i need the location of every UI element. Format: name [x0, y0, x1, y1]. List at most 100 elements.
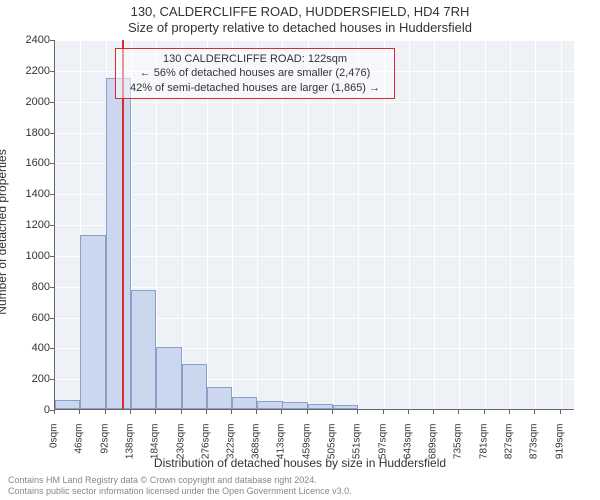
xtick-label: 0sqm: [49, 424, 60, 464]
xtick-mark: [54, 410, 55, 414]
ytick-mark: [50, 133, 54, 134]
xtick-label: 597sqm: [377, 424, 388, 464]
ytick-mark: [50, 163, 54, 164]
xtick-label: 138sqm: [124, 424, 135, 464]
xtick-mark: [231, 410, 232, 414]
ytick-label: 200: [10, 373, 50, 385]
xtick-label: 643sqm: [402, 424, 413, 464]
xtick-label: 368sqm: [251, 424, 262, 464]
xtick-mark: [206, 410, 207, 414]
ytick-mark: [50, 40, 54, 41]
ytick-mark: [50, 225, 54, 226]
xtick-mark: [560, 410, 561, 414]
xtick-mark: [357, 410, 358, 414]
xtick-mark: [181, 410, 182, 414]
ytick-label: 600: [10, 312, 50, 324]
xtick-label: 413sqm: [276, 424, 287, 464]
annotation-line3: 42% of semi-detached houses are larger (…: [122, 81, 388, 95]
grid-line-v: [535, 40, 536, 409]
xtick-mark: [433, 410, 434, 414]
ytick-label: 2200: [10, 65, 50, 77]
xtick-label: 46sqm: [74, 424, 85, 464]
xtick-label: 92sqm: [99, 424, 110, 464]
xtick-mark: [307, 410, 308, 414]
grid-line-h: [55, 287, 574, 288]
ytick-label: 400: [10, 342, 50, 354]
ytick-mark: [50, 379, 54, 380]
ytick-mark: [50, 71, 54, 72]
xtick-label: 505sqm: [326, 424, 337, 464]
xtick-label: 827sqm: [504, 424, 515, 464]
histogram-bar: [333, 405, 358, 409]
ytick-label: 1600: [10, 157, 50, 169]
histogram-bar: [232, 397, 257, 409]
y-axis-label: Number of detached properties: [0, 149, 9, 314]
xtick-label: 459sqm: [301, 424, 312, 464]
ytick-label: 1200: [10, 219, 50, 231]
annotation-box: 130 CALDERCLIFFE ROAD: 122sqm ← 56% of d…: [115, 48, 395, 99]
xtick-mark: [408, 410, 409, 414]
ytick-mark: [50, 287, 54, 288]
xtick-label: 873sqm: [529, 424, 540, 464]
footer-attribution: Contains HM Land Registry data © Crown c…: [8, 475, 352, 497]
xtick-mark: [458, 410, 459, 414]
property-size-chart: 130, CALDERCLIFFE ROAD, HUDDERSFIELD, HD…: [0, 0, 600, 500]
xtick-label: 735sqm: [453, 424, 464, 464]
xtick-mark: [534, 410, 535, 414]
chart-title-address: 130, CALDERCLIFFE ROAD, HUDDERSFIELD, HD…: [0, 4, 600, 19]
grid-line-h: [55, 102, 574, 103]
ytick-label: 1000: [10, 250, 50, 262]
ytick-label: 2000: [10, 96, 50, 108]
ytick-label: 0: [10, 404, 50, 416]
ytick-mark: [50, 256, 54, 257]
xtick-mark: [484, 410, 485, 414]
ytick-mark: [50, 194, 54, 195]
annotation-line1: 130 CALDERCLIFFE ROAD: 122sqm: [122, 52, 388, 66]
xtick-mark: [105, 410, 106, 414]
grid-line-v: [434, 40, 435, 409]
chart-title-sub: Size of property relative to detached ho…: [0, 20, 600, 35]
xtick-mark: [281, 410, 282, 414]
xtick-label: 230sqm: [175, 424, 186, 464]
ytick-mark: [50, 318, 54, 319]
grid-line-h: [55, 194, 574, 195]
grid-line-h: [55, 163, 574, 164]
plot-area: 130 CALDERCLIFFE ROAD: 122sqm ← 56% of d…: [54, 40, 574, 410]
grid-line-v: [561, 40, 562, 409]
ytick-label: 800: [10, 281, 50, 293]
histogram-bar: [257, 401, 282, 409]
histogram-bar: [80, 235, 105, 409]
grid-line-h: [55, 133, 574, 134]
footer-line1: Contains HM Land Registry data © Crown c…: [8, 475, 352, 486]
xtick-mark: [383, 410, 384, 414]
histogram-bar: [106, 78, 131, 409]
xtick-label: 184sqm: [150, 424, 161, 464]
xtick-label: 689sqm: [428, 424, 439, 464]
grid-line-v: [459, 40, 460, 409]
ytick-label: 2400: [10, 34, 50, 46]
footer-line2: Contains public sector information licen…: [8, 486, 352, 497]
xtick-mark: [155, 410, 156, 414]
histogram-bar: [156, 347, 181, 409]
histogram-bar: [308, 404, 333, 409]
annotation-line2: ← 56% of detached houses are smaller (2,…: [122, 66, 388, 80]
histogram-bar: [207, 387, 232, 409]
grid-line-v: [485, 40, 486, 409]
grid-line-v: [409, 40, 410, 409]
xtick-mark: [256, 410, 257, 414]
histogram-bar: [131, 290, 156, 409]
xtick-mark: [79, 410, 80, 414]
xtick-mark: [509, 410, 510, 414]
xtick-label: 781sqm: [478, 424, 489, 464]
xtick-label: 551sqm: [352, 424, 363, 464]
xtick-mark: [130, 410, 131, 414]
histogram-bar: [282, 402, 307, 409]
histogram-bar: [182, 364, 207, 409]
ytick-mark: [50, 102, 54, 103]
ytick-label: 1400: [10, 188, 50, 200]
ytick-label: 1800: [10, 127, 50, 139]
xtick-mark: [332, 410, 333, 414]
xtick-label: 322sqm: [226, 424, 237, 464]
grid-line-h: [55, 256, 574, 257]
grid-line-v: [510, 40, 511, 409]
